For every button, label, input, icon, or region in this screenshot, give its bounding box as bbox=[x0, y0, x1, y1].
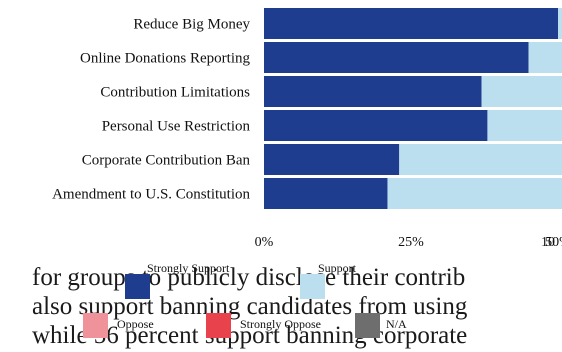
legend-label-n-a: N/A bbox=[386, 317, 407, 331]
legend-swatch-n-a bbox=[355, 313, 380, 338]
legend-label-oppose: Oppose bbox=[117, 317, 154, 331]
legend-label-strongly-oppose: Strongly Oppose bbox=[240, 317, 321, 331]
category-label: Contribution Limitations bbox=[100, 85, 250, 101]
category-label: Online Donations Reporting bbox=[80, 51, 250, 67]
x-tick-label: 10 bbox=[541, 235, 555, 250]
bar-strongly-support-corporate-contribution-ban bbox=[264, 144, 400, 175]
legend: Strongly Support Support Oppose Strongly Op… bbox=[83, 261, 407, 338]
bar-support-reduce-big-money bbox=[558, 8, 562, 39]
bar-strongly-support-contribution-limitations bbox=[264, 76, 482, 107]
legend-swatch-oppose bbox=[83, 313, 108, 338]
bars-area bbox=[264, 8, 562, 209]
legend-swatch-strongly-support bbox=[125, 274, 150, 299]
category-label: Corporate Contribution Ban bbox=[82, 153, 251, 169]
bar-strongly-support-online-donations-reporting bbox=[264, 42, 529, 73]
legend-swatch-strongly-oppose bbox=[206, 313, 231, 338]
legend-label-support: Support bbox=[318, 261, 357, 275]
bar-support-contribution-limitations bbox=[481, 76, 562, 107]
x-tick-label: 0% bbox=[255, 235, 274, 250]
x-tick-label: 50% bbox=[545, 235, 562, 250]
category-label: Amendment to U.S. Constitution bbox=[52, 187, 250, 203]
x-axis-ticks: 0%25%50%75%10 bbox=[255, 235, 562, 250]
y-axis-labels: Reduce Big Money Online Donations Reporti… bbox=[52, 17, 250, 203]
category-label: Personal Use Restriction bbox=[102, 119, 251, 135]
bar-strongly-support-reduce-big-money bbox=[264, 8, 558, 39]
bar-support-online-donations-reporting bbox=[528, 42, 562, 73]
bar-support-amendment-to-u-s-constitution bbox=[387, 178, 562, 209]
bar-support-corporate-contribution-ban bbox=[399, 144, 562, 175]
bar-support-personal-use-restriction bbox=[487, 110, 562, 141]
bar-strongly-support-personal-use-restriction bbox=[264, 110, 488, 141]
legend-swatch-support bbox=[300, 274, 325, 299]
category-label: Reduce Big Money bbox=[133, 17, 250, 33]
x-tick-label: 25% bbox=[398, 235, 424, 250]
bar-strongly-support-amendment-to-u-s-constitution bbox=[264, 178, 388, 209]
paragraph-line: for groups to publicly disclose their co… bbox=[32, 264, 465, 291]
legend-label-strongly-support: Strongly Support bbox=[147, 261, 230, 275]
